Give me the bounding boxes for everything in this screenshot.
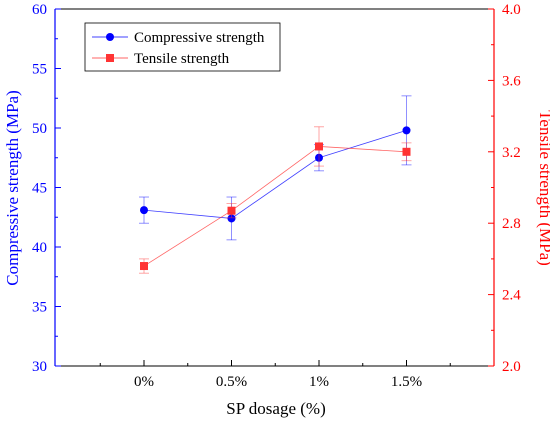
x-axis: 0% 0.5% 1% 1.5%	[99, 360, 451, 390]
series-line	[143, 129, 407, 219]
left-y-axis: 30 35 40 45 50 55 60	[32, 2, 61, 375]
left-tick-label: 45	[32, 181, 47, 197]
left-tick-label: 35	[32, 300, 47, 316]
series-layer	[139, 95, 412, 274]
legend-label: Tensile strength	[134, 51, 230, 67]
plot-area	[55, 8, 494, 367]
right-tick-label: 2.8	[502, 216, 521, 232]
data-point	[402, 126, 411, 135]
x-tick-label: 0%	[134, 374, 154, 390]
left-tick-label: 40	[32, 240, 47, 256]
data-point	[402, 147, 411, 156]
left-y-axis-title: Compressive strength (MPa)	[3, 90, 22, 285]
data-point	[140, 262, 148, 271]
right-y-axis: 2.0 2.4 2.8 3.2 3.6 4.0	[488, 2, 521, 375]
data-point	[315, 142, 323, 151]
right-tick-label: 3.6	[502, 73, 521, 89]
legend: Compressive strength Tensile strength	[84, 22, 281, 72]
right-tick-label: 4.0	[502, 2, 521, 18]
right-tick-label: 3.2	[502, 145, 521, 161]
left-tick-label: 55	[32, 62, 47, 78]
left-tick-label: 30	[32, 359, 47, 375]
right-tick-label: 2.4	[502, 288, 521, 304]
x-tick-label: 0.5%	[216, 374, 247, 390]
x-tick-label: 1%	[309, 374, 329, 390]
legend-label: Compressive strength	[134, 30, 265, 46]
right-y-axis-title: Tensile strength (MPa)	[536, 110, 550, 266]
right-tick-label: 2.0	[502, 359, 521, 375]
legend-box	[84, 22, 281, 72]
series-tensile-strength	[139, 126, 412, 274]
x-axis-title: SP dosage (%)	[226, 399, 325, 418]
left-tick-label: 60	[32, 2, 47, 18]
series-line	[143, 146, 407, 267]
legend-swatch-marker	[106, 54, 114, 62]
series-compressive-strength	[139, 95, 412, 241]
x-tick-label: 1.5%	[391, 374, 422, 390]
data-point	[227, 206, 236, 215]
legend-swatch-marker	[106, 33, 114, 41]
left-tick-label: 50	[32, 121, 47, 137]
data-point	[140, 206, 148, 215]
data-point	[227, 214, 236, 223]
